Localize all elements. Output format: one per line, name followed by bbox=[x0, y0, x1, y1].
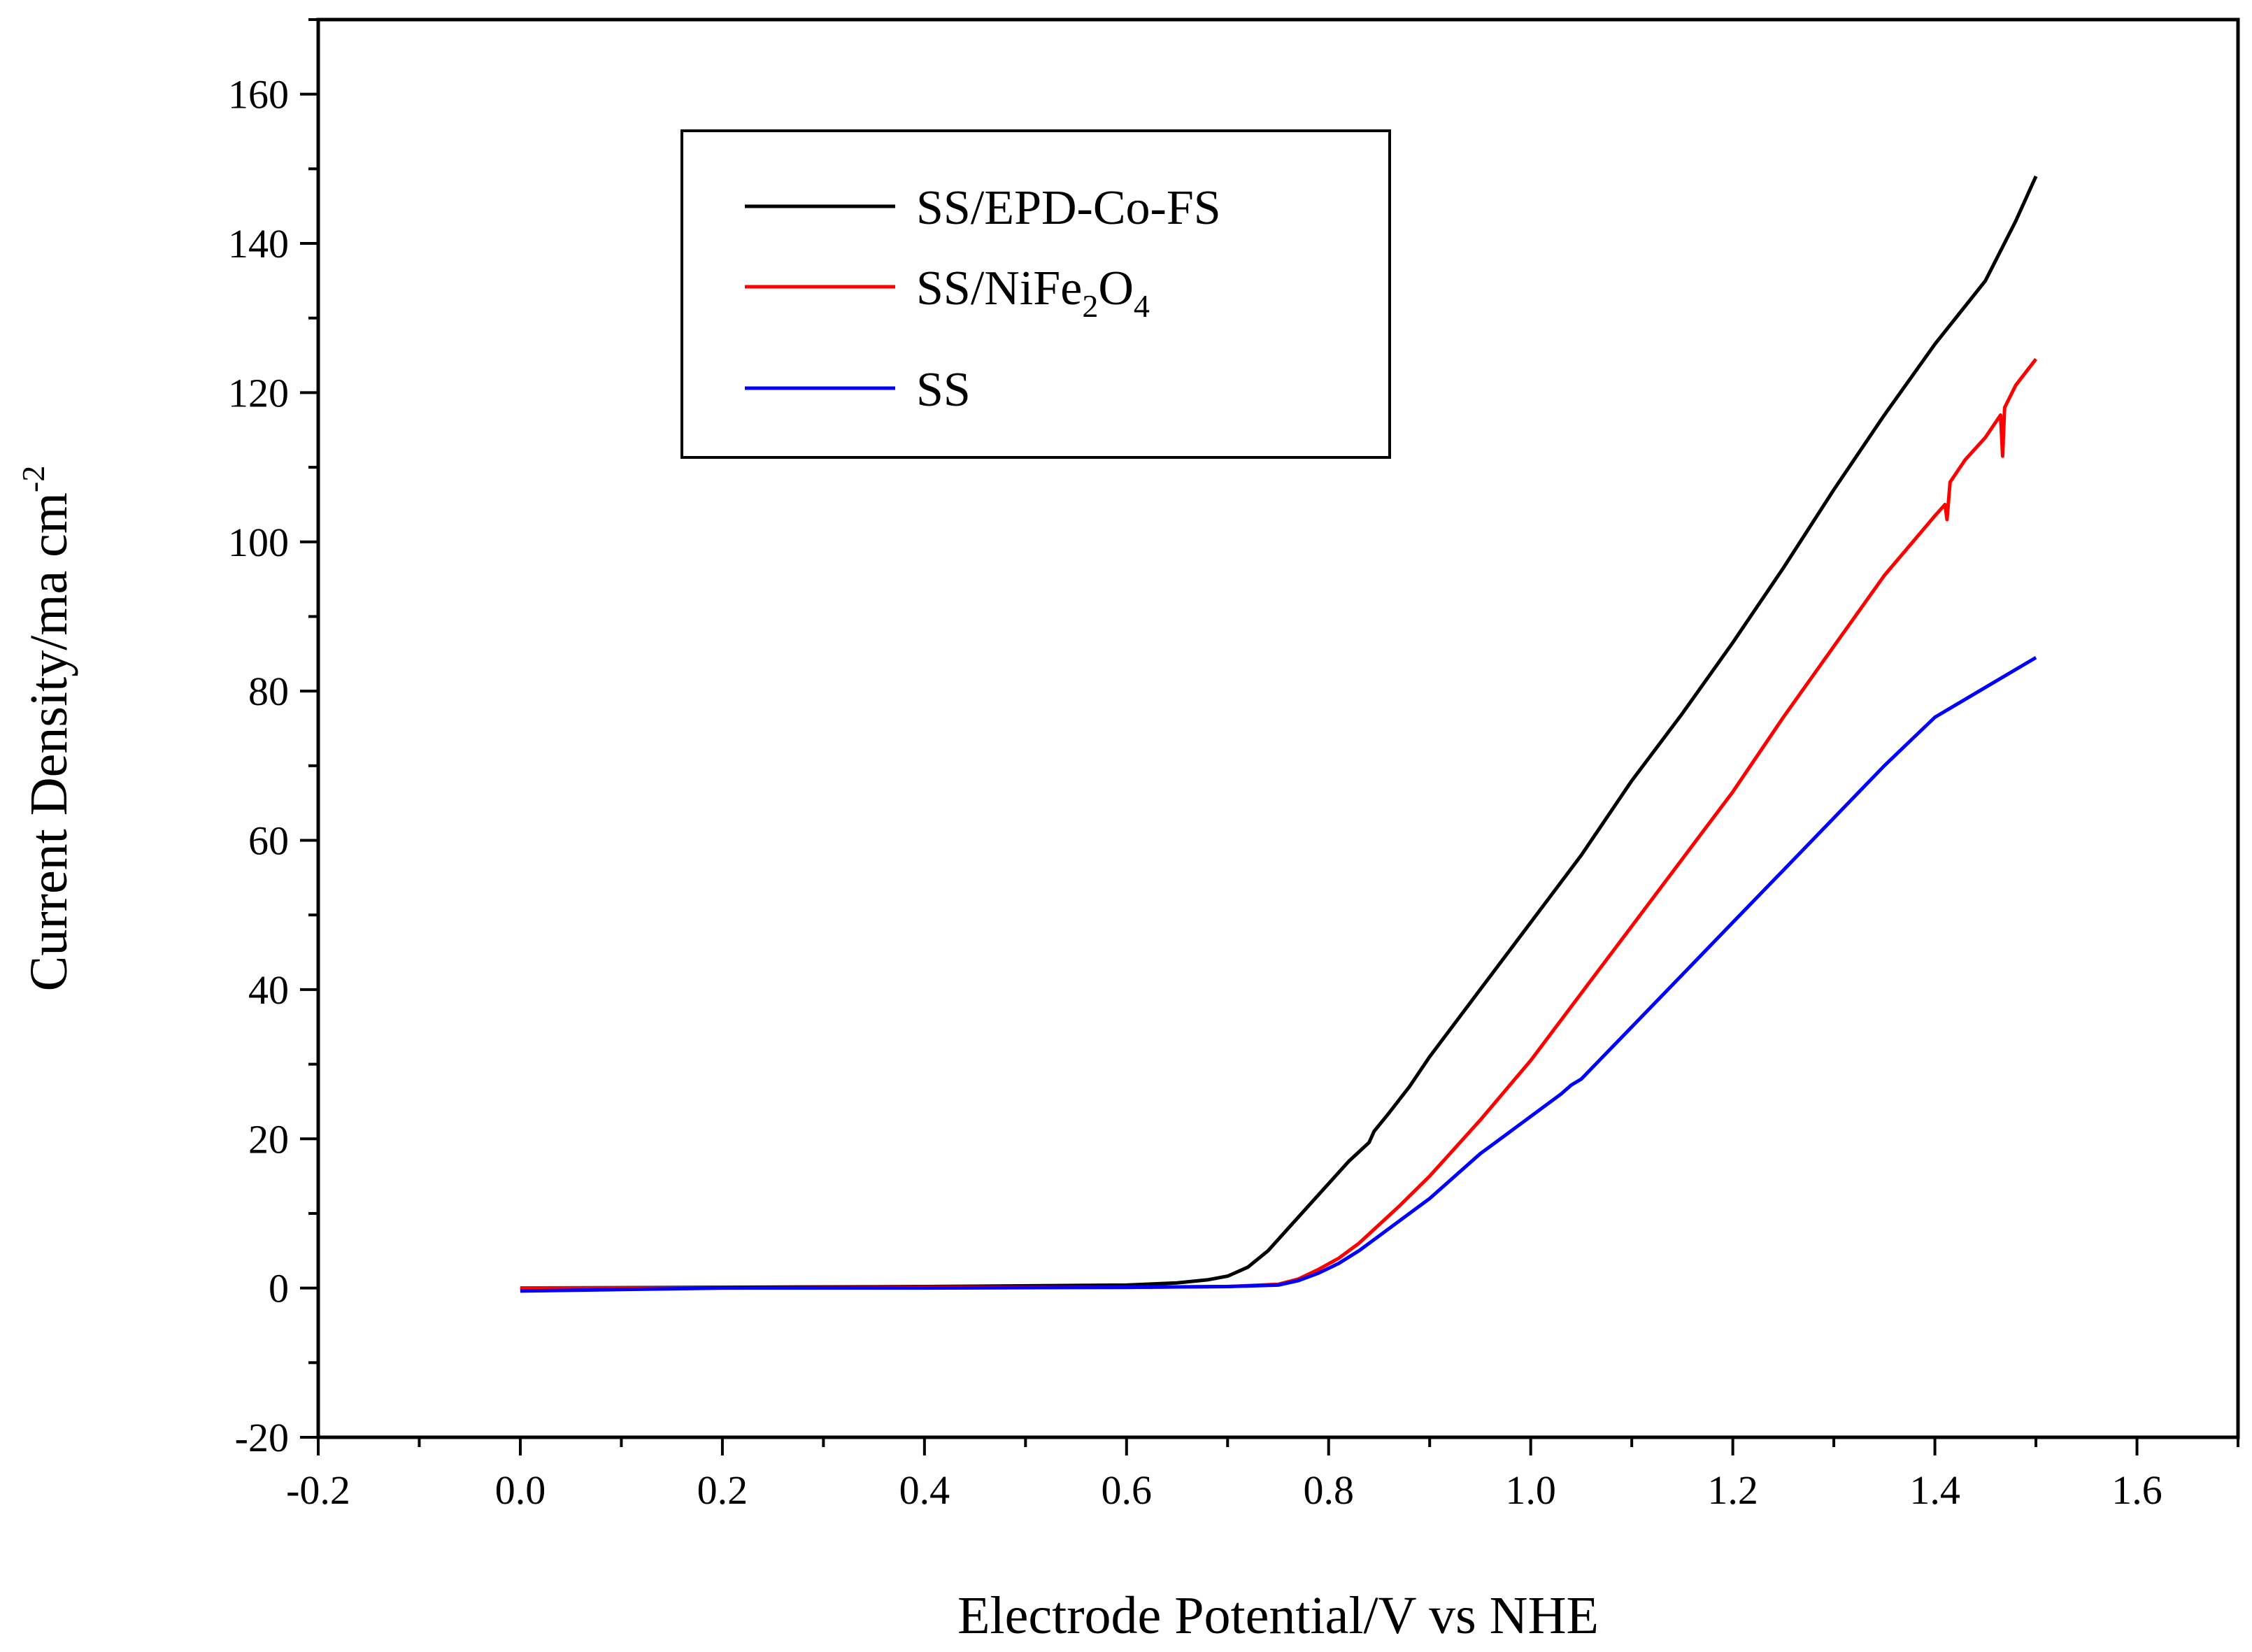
y-tick-label: 160 bbox=[228, 72, 289, 118]
y-tick-label: 0 bbox=[269, 1266, 289, 1311]
legend-label-2: SS bbox=[916, 363, 971, 417]
x-tick-label: 1.4 bbox=[1909, 1467, 1960, 1513]
x-tick-label: 1.0 bbox=[1505, 1467, 1556, 1513]
y-tick-label: 120 bbox=[228, 370, 289, 415]
series-line-2 bbox=[520, 655, 2037, 1293]
legend-label-subscript: 2 bbox=[1082, 288, 1098, 324]
series-line-1 bbox=[520, 357, 2038, 1290]
x-tick-label: 1.6 bbox=[2111, 1467, 2162, 1513]
ticks-layer: -0.2 0.0 0.2 0.4 0.6 0.8 1.0 1.2 1.4 1.6 -20 0 20 40 6… bbox=[228, 18, 2239, 1513]
legend-label-text: SS/NiFe bbox=[916, 262, 1082, 315]
y-axis-title: Current Density/ma cm-2 bbox=[15, 466, 78, 992]
legend-label-text: SS bbox=[916, 363, 971, 417]
series-layer bbox=[520, 175, 2038, 1293]
y-axis-title-superscript: -2 bbox=[15, 466, 51, 492]
x-tick-label: 0.6 bbox=[1102, 1467, 1153, 1513]
x-tick-label: -0.2 bbox=[286, 1467, 350, 1513]
x-axis-title: Electrode Potential/V vs NHE bbox=[957, 1586, 1599, 1645]
y-tick-label: 140 bbox=[228, 221, 289, 266]
x-tick-label: 1.2 bbox=[1707, 1467, 1758, 1513]
x-tick-label: 0.2 bbox=[697, 1467, 748, 1513]
legend-label-1: SS/NiFe2O4 bbox=[916, 262, 1150, 324]
x-tick-label: 0.0 bbox=[495, 1467, 546, 1513]
y-axis-title-main: Current Density/ma cm bbox=[20, 492, 78, 991]
legend: SS/EPD-Co-FS SS/NiFe2O4 SS bbox=[680, 129, 1391, 459]
plot-frame bbox=[316, 17, 2240, 1439]
x-tick-label: 0.4 bbox=[899, 1467, 950, 1513]
legend-box bbox=[680, 129, 1391, 459]
legend-label-subscript: 4 bbox=[1134, 288, 1150, 324]
legend-label-text: O bbox=[1098, 262, 1134, 315]
series-line-0 bbox=[520, 175, 2038, 1290]
legend-label-text: SS/EPD-Co-FS bbox=[916, 181, 1221, 235]
y-tick-label: 20 bbox=[248, 1116, 289, 1162]
y-tick-label: 80 bbox=[248, 669, 289, 714]
x-tick-label: 0.8 bbox=[1303, 1467, 1354, 1513]
y-tick-label: 40 bbox=[248, 967, 289, 1013]
y-tick-label: 100 bbox=[228, 520, 289, 565]
y-tick-label: -20 bbox=[235, 1415, 289, 1460]
y-tick-label: 60 bbox=[248, 818, 289, 864]
legend-label-0: SS/EPD-Co-FS bbox=[916, 181, 1221, 235]
